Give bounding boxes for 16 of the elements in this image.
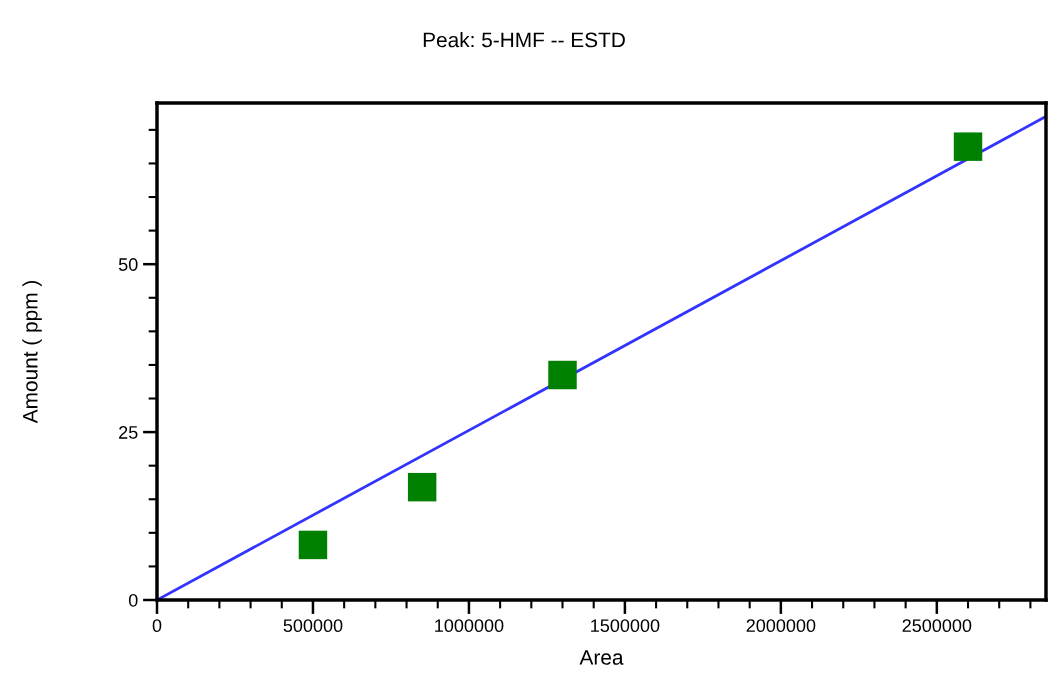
x-tick-label: 1500000 bbox=[591, 619, 660, 633]
y-tick-label: 25 bbox=[119, 426, 138, 439]
y-tick-label: 0 bbox=[128, 593, 138, 607]
x-tick-label: 2500000 bbox=[902, 619, 972, 633]
point bbox=[298, 530, 328, 560]
x-axis-title: Area bbox=[579, 650, 624, 665]
point bbox=[548, 360, 577, 390]
x-tick-label: 0 bbox=[152, 619, 162, 633]
chart-title: Peak: 5-HMF -- ESTD bbox=[423, 32, 625, 48]
point bbox=[953, 132, 983, 161]
x-tick-label: 1000000 bbox=[435, 619, 504, 633]
y-tick-label: 50 bbox=[118, 258, 138, 271]
y-axis-title: Amount ( ppm ) bbox=[22, 281, 42, 424]
x-tick-label: 2000000 bbox=[746, 619, 816, 633]
x-tick-label: 500000 bbox=[283, 619, 343, 633]
point bbox=[407, 472, 437, 502]
